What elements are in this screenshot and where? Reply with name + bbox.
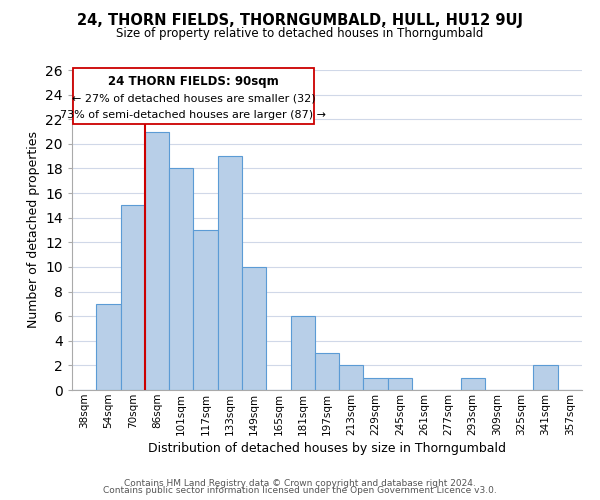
Bar <box>364 378 388 390</box>
Bar <box>461 378 485 390</box>
Bar <box>121 206 145 390</box>
Text: 73% of semi-detached houses are larger (87) →: 73% of semi-detached houses are larger (… <box>61 110 326 120</box>
Text: 24 THORN FIELDS: 90sqm: 24 THORN FIELDS: 90sqm <box>108 74 279 88</box>
Bar <box>145 132 169 390</box>
Bar <box>533 366 558 390</box>
Bar <box>169 168 193 390</box>
Bar <box>388 378 412 390</box>
Text: Contains public sector information licensed under the Open Government Licence v3: Contains public sector information licen… <box>103 486 497 495</box>
Bar <box>339 366 364 390</box>
FancyBboxPatch shape <box>73 68 314 124</box>
Bar <box>193 230 218 390</box>
Bar <box>96 304 121 390</box>
Y-axis label: Number of detached properties: Number of detached properties <box>26 132 40 328</box>
Bar <box>315 353 339 390</box>
Bar <box>290 316 315 390</box>
Bar <box>218 156 242 390</box>
Text: ← 27% of detached houses are smaller (32): ← 27% of detached houses are smaller (32… <box>71 94 315 104</box>
Text: Contains HM Land Registry data © Crown copyright and database right 2024.: Contains HM Land Registry data © Crown c… <box>124 478 476 488</box>
Text: Size of property relative to detached houses in Thorngumbald: Size of property relative to detached ho… <box>116 28 484 40</box>
Bar <box>242 267 266 390</box>
X-axis label: Distribution of detached houses by size in Thorngumbald: Distribution of detached houses by size … <box>148 442 506 455</box>
Text: 24, THORN FIELDS, THORNGUMBALD, HULL, HU12 9UJ: 24, THORN FIELDS, THORNGUMBALD, HULL, HU… <box>77 12 523 28</box>
